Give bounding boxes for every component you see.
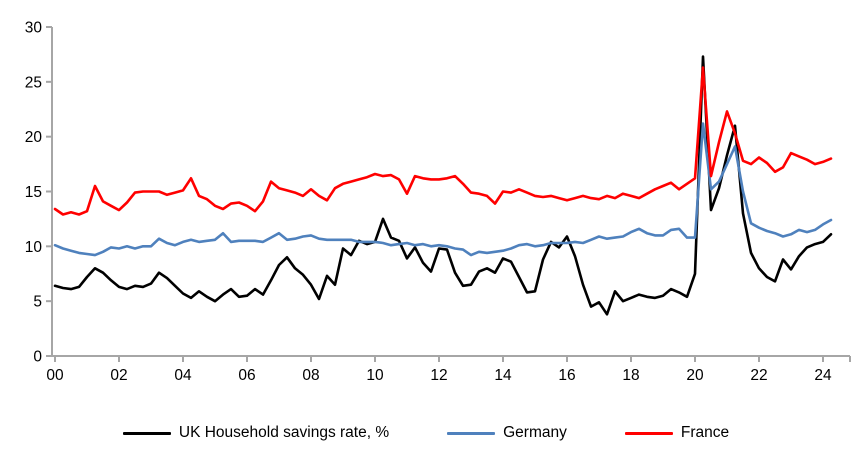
germany-line: [53, 122, 833, 257]
y-axis-tick-label: 0: [33, 349, 42, 366]
x-axis-tick-label: 04: [174, 367, 192, 384]
x-axis-tick-label: 12: [430, 367, 447, 384]
x-axis-tick-label: 18: [622, 367, 639, 384]
x-axis-tick-label: 22: [750, 367, 767, 384]
x-axis-tick-label: 20: [686, 367, 704, 384]
chart-legend: UK Household savings rate, % Germany Fra…: [0, 424, 852, 442]
legend-item-germany: Germany: [447, 424, 567, 442]
x-axis-tick-label: 08: [302, 367, 319, 384]
x-axis-tick-label: 16: [558, 367, 575, 384]
legend-item-france: France: [624, 424, 730, 442]
x-axis-tick-label: 14: [494, 367, 512, 384]
legend-label-germany: Germany: [503, 424, 567, 441]
france-line: [53, 66, 833, 216]
x-axis-tick-label: 10: [366, 367, 384, 384]
germany-line-swatch-icon: [447, 431, 496, 435]
x-axis-tick-label: 24: [814, 367, 832, 384]
y-axis-tick-label: 5: [33, 294, 42, 311]
x-axis-tick-label: 00: [46, 367, 64, 384]
legend-label-france: France: [680, 424, 730, 441]
y-axis-tick-label: 25: [25, 74, 42, 91]
legend-label-uk: UK Household savings rate, %: [178, 424, 390, 441]
y-axis-tick-label: 30: [25, 20, 43, 37]
y-axis-tick-label: 20: [25, 129, 43, 146]
x-axis-tick-label: 06: [238, 367, 255, 384]
x-axis-tick-label: 02: [110, 367, 127, 384]
line-chart-plot-area: 0 5 10 15 20 25 30 00 02 04 06 08 10 12 14 16 18 20 22 24: [25, 20, 851, 384]
uk-line-swatch-icon: [122, 431, 171, 435]
y-axis-tick-label: 15: [25, 184, 42, 201]
legend-item-uk: UK Household savings rate, %: [122, 424, 390, 442]
france-line-swatch-icon: [624, 431, 673, 435]
y-axis-tick-label: 10: [25, 239, 43, 256]
